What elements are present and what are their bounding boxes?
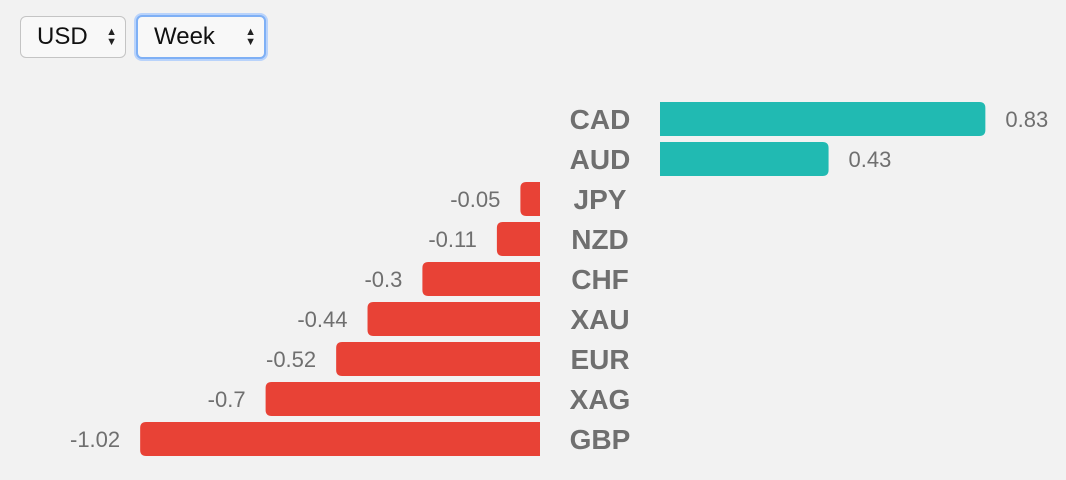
period-select-value: Week [154, 23, 215, 50]
value-label-cad: 0.83 [1005, 107, 1048, 132]
value-label-xau: -0.44 [297, 307, 347, 332]
category-label-jpy: JPY [574, 184, 627, 215]
value-label-jpy: -0.05 [450, 187, 500, 212]
currency-select-value: USD [37, 23, 88, 50]
category-label-xag: XAG [570, 384, 631, 415]
value-label-nzd: -0.11 [428, 227, 477, 252]
chart-controls: USD ▲ ▼ Week ▲ ▼ [20, 15, 266, 60]
bar-chf [422, 262, 540, 296]
value-label-eur: -0.52 [266, 347, 316, 372]
updown-arrows-icon: ▲ ▼ [106, 26, 117, 48]
category-label-gbp: GBP [570, 424, 631, 455]
category-label-eur: EUR [570, 344, 629, 375]
bar-eur [336, 342, 540, 376]
category-label-aud: AUD [570, 144, 631, 175]
bar-jpy [520, 182, 540, 216]
period-select[interactable]: Week ▲ ▼ [136, 15, 266, 59]
value-label-gbp: -1.02 [70, 427, 120, 452]
value-label-aud: 0.43 [849, 147, 892, 172]
category-label-chf: CHF [571, 264, 629, 295]
bar-xag [265, 382, 540, 416]
bar-cad [660, 102, 986, 136]
currency-select[interactable]: USD ▲ ▼ [20, 16, 126, 58]
category-label-xau: XAU [570, 304, 629, 335]
category-label-cad: CAD [570, 104, 631, 135]
value-label-chf: -0.3 [364, 267, 402, 292]
bar-xau [367, 302, 540, 336]
updown-arrows-icon: ▲ ▼ [245, 26, 256, 48]
bar-nzd [496, 222, 540, 256]
value-label-xag: -0.7 [208, 387, 246, 412]
bar-aud [660, 142, 829, 176]
bar-gbp [140, 422, 540, 456]
category-label-nzd: NZD [571, 224, 629, 255]
